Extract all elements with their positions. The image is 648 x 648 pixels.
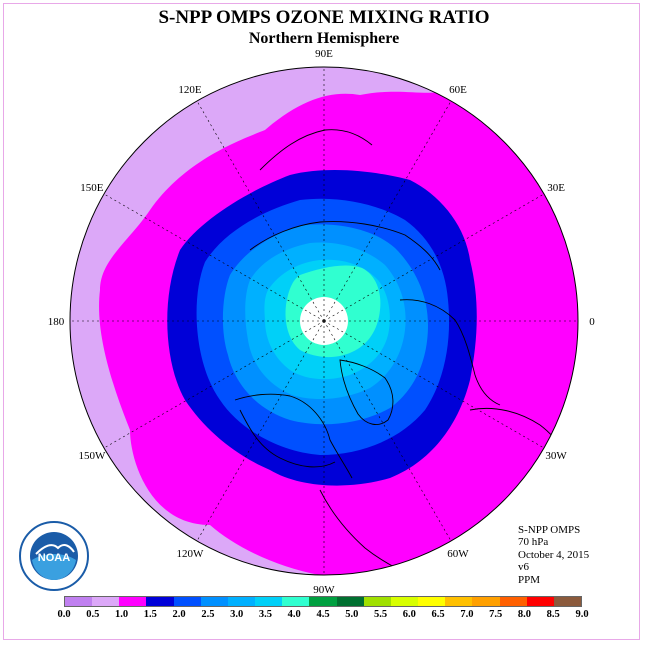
coast-east-asia	[259, 129, 373, 171]
colorbar-tick-label: 1.5	[143, 609, 157, 620]
colorbar-swatch	[445, 597, 473, 606]
info-units: PPM	[518, 573, 541, 586]
colorbar-tick-label: 4.5	[316, 609, 330, 620]
longitude-label: 150W	[78, 450, 106, 462]
longitude-label: 120E	[178, 84, 202, 96]
colorbar-tick-label: 0.5	[86, 609, 100, 620]
info-block: S-NPP OMPS 70 hPa October 4, 2015 v6 PPM	[518, 524, 589, 586]
colorbar-tick-label: 6.5	[431, 609, 445, 620]
colorbar-swatch	[65, 597, 93, 606]
colorbar-swatch	[282, 597, 310, 606]
colorbar-swatch	[472, 597, 500, 606]
colorbar-swatch	[553, 597, 581, 606]
colorbar-swatch	[255, 597, 283, 606]
colorbar-swatch	[336, 597, 364, 606]
info-instrument: S-NPP OMPS	[518, 524, 581, 536]
colorbar-labels: 0.0 0.5 1.0 1.5 2.0 2.5 3.0 3.5 4.0 4.5 5.0 5.5 6.0 6…	[57, 609, 588, 623]
colorbar-tick-label: 3.5	[258, 609, 272, 620]
colorbar	[64, 596, 582, 607]
figure-frame	[3, 3, 640, 640]
colorbar-tick-label: 2.5	[201, 609, 215, 620]
colorbar-tick-label: 7.0	[460, 609, 474, 620]
longitude-labels: 90E 60E 30E 0 30W 60W 90W 120W 150W 180 150E 120E	[48, 48, 596, 596]
colorbar-tick-label: 3.0	[230, 609, 244, 620]
colorbar-tick-label: 6.0	[402, 609, 416, 620]
colorbar-swatch	[92, 597, 120, 606]
info-version: v6	[518, 561, 529, 574]
longitude-label: 90W	[313, 584, 335, 596]
map-boundary	[69, 66, 579, 576]
colorbar-swatch	[119, 597, 147, 606]
coast-asia	[249, 221, 441, 271]
ozone-field	[70, 67, 578, 575]
colorbar-swatch	[363, 597, 391, 606]
colorbar-tick-label: 1.0	[114, 609, 129, 620]
longitude-label: 30W	[545, 450, 567, 462]
coast-north-america	[234, 393, 353, 479]
colorbar-swatch	[146, 597, 174, 606]
map-title: S-NPP OMPS OZONE MIXING RATIO	[158, 7, 490, 28]
colorbar-swatch	[309, 597, 337, 606]
colorbar-tick-label: 5.0	[345, 609, 359, 620]
colorbar-tick-label: 7.5	[489, 609, 503, 620]
colorbar-tick-label: 5.5	[373, 609, 388, 620]
map-subtitle: Northern Hemisphere	[248, 30, 400, 47]
colorbar-swatch	[418, 597, 446, 606]
colorbar-tick-label: 2.0	[172, 609, 186, 620]
longitude-label: 120W	[177, 548, 205, 560]
colorbar-tick-label: 0.0	[57, 609, 71, 620]
longitude-label: 60W	[447, 548, 469, 560]
longitude-label: 30E	[547, 182, 565, 194]
info-date: October 4, 2015	[518, 548, 590, 561]
longitude-label: 0	[589, 316, 595, 328]
colorbar-tick-label: 8.0	[517, 609, 531, 620]
coast-greenland	[339, 359, 394, 425]
colorbar-tick-label: 4.0	[287, 609, 301, 620]
graticule	[70, 67, 578, 575]
longitude-label: 150E	[80, 182, 104, 194]
colorbar-tick-label: 9.0	[575, 609, 589, 620]
logo-text: NOAA	[38, 552, 70, 564]
colorbar-tick-label: 8.5	[546, 609, 560, 620]
colorbar-swatch	[173, 597, 201, 606]
info-pressure: 70 hPa	[518, 536, 549, 549]
colorbar-swatch	[390, 597, 419, 606]
noaa-logo-icon: NOAA	[19, 521, 89, 591]
longitude-label: 180	[48, 316, 65, 328]
colorbar-swatch	[227, 597, 256, 606]
longitude-label: 90E	[315, 48, 333, 60]
colorbar-swatch	[200, 597, 228, 606]
colorbar-swatch	[499, 597, 527, 606]
colorbar-swatch	[526, 597, 554, 606]
coast-europe	[399, 299, 501, 406]
longitude-label: 60E	[449, 84, 467, 96]
